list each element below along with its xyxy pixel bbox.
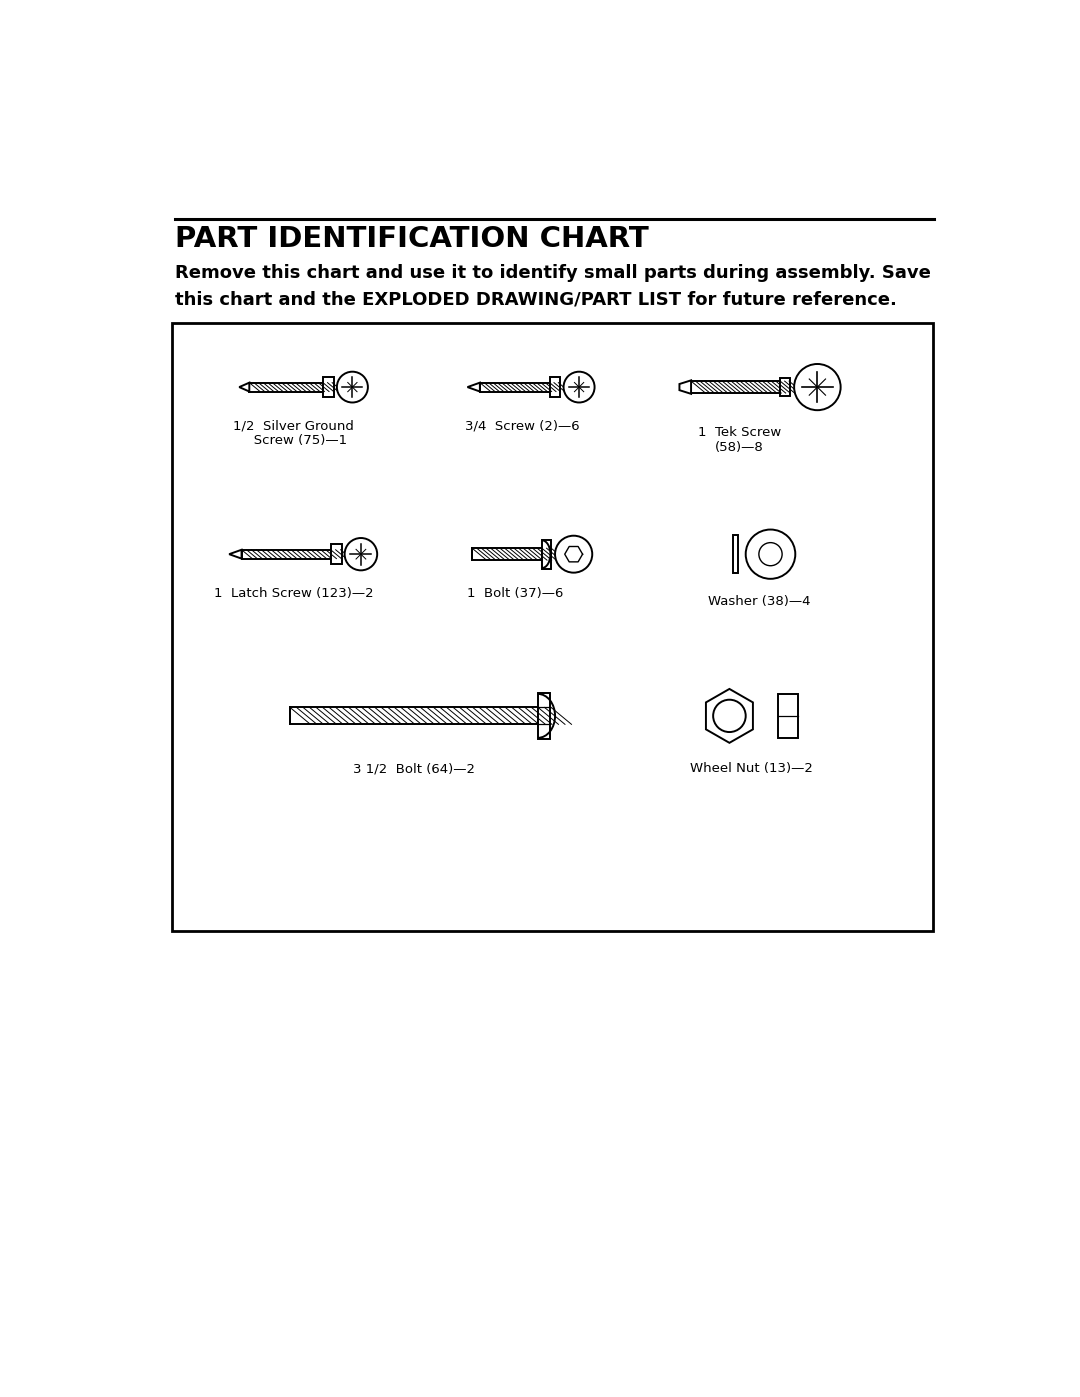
Text: this chart and the EXPLODED DRAWING/PART LIST for future reference.: this chart and the EXPLODED DRAWING/PART…: [175, 291, 897, 309]
Bar: [780, 379, 791, 395]
Circle shape: [745, 529, 795, 578]
Text: Wheel Nut (13)—2: Wheel Nut (13)—2: [690, 763, 812, 775]
Text: 1  Latch Screw (123)—2: 1 Latch Screw (123)—2: [214, 587, 374, 601]
Bar: [542, 539, 551, 569]
Bar: [330, 545, 341, 564]
Bar: [550, 377, 561, 397]
Bar: [779, 693, 798, 738]
Text: Remove this chart and use it to identify small parts during assembly. Save: Remove this chart and use it to identify…: [175, 264, 931, 282]
Bar: [733, 535, 739, 573]
Circle shape: [759, 542, 782, 566]
Bar: [691, 381, 780, 393]
Circle shape: [794, 365, 840, 411]
Text: 1  Bolt (37)—6: 1 Bolt (37)—6: [467, 587, 563, 601]
Circle shape: [345, 538, 377, 570]
Polygon shape: [468, 383, 480, 391]
Polygon shape: [240, 383, 249, 391]
Circle shape: [555, 535, 592, 573]
Bar: [538, 693, 551, 739]
Circle shape: [564, 372, 595, 402]
Polygon shape: [706, 689, 753, 743]
Circle shape: [713, 700, 745, 732]
Bar: [480, 383, 550, 391]
Text: 1  Tek Screw
(58)—8: 1 Tek Screw (58)—8: [698, 426, 781, 454]
Text: PART IDENTIFICATION CHART: PART IDENTIFICATION CHART: [175, 225, 649, 253]
Bar: [291, 707, 538, 725]
Polygon shape: [229, 550, 242, 559]
Text: 3/4  Screw (2)—6: 3/4 Screw (2)—6: [465, 419, 580, 433]
Bar: [172, 323, 933, 932]
Circle shape: [337, 372, 368, 402]
Bar: [242, 550, 330, 559]
Polygon shape: [679, 380, 691, 394]
Text: 3 1/2  Bolt (64)—2: 3 1/2 Bolt (64)—2: [353, 763, 475, 775]
Bar: [323, 377, 334, 397]
Bar: [472, 548, 542, 560]
Text: 1/2  Silver Ground
   Screw (75)—1: 1/2 Silver Ground Screw (75)—1: [233, 419, 354, 447]
Text: Washer (38)—4: Washer (38)—4: [707, 595, 810, 608]
Bar: [249, 383, 323, 391]
